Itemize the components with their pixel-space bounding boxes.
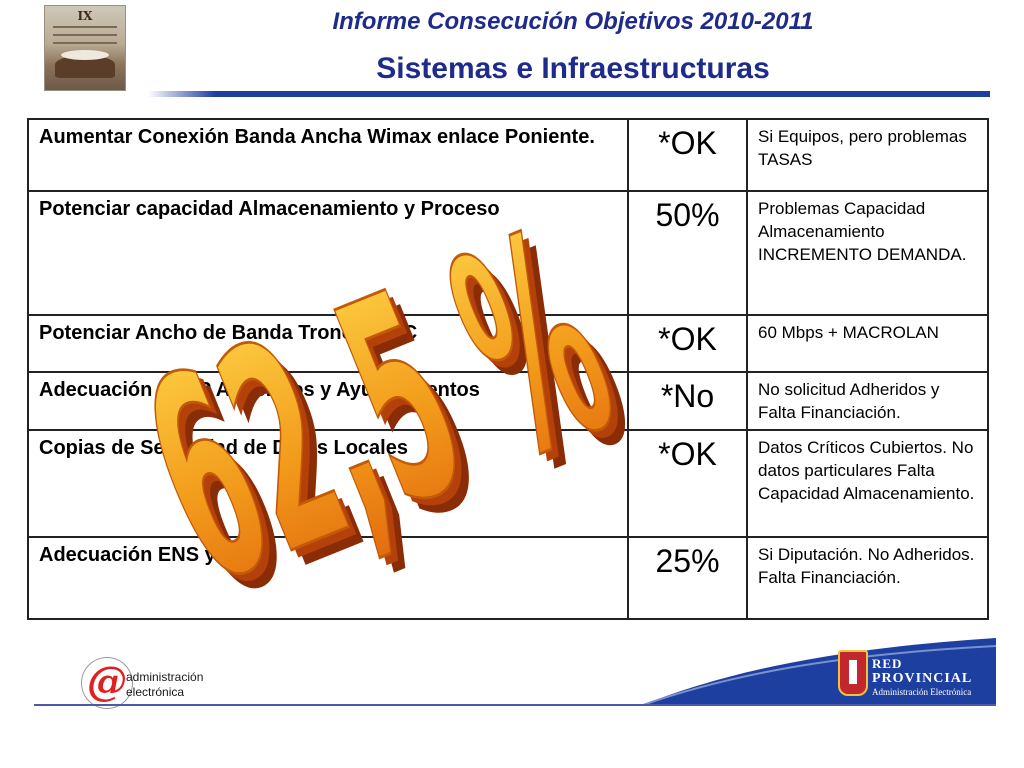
at-icon: @ [82,658,132,708]
table-row: Potenciar capacidad Almacenamiento y Pro… [27,190,989,316]
title-underline [148,91,990,97]
status-cell: *No [627,371,748,431]
notes-cell: 60 Mbps + MACROLAN [746,314,989,373]
notes-cell: Datos Críticos Cubiertos. No datos parti… [746,429,989,538]
page-title: Informe Consecución Objetivos 2010-2011 [332,8,814,35]
table-row: Aumentar Conexión Banda Ancha Wimax enla… [27,118,989,192]
table-row: Adecuación ENS y ENI 25% Si Diputación. … [27,536,989,620]
footer-divider [34,704,996,706]
thumbnail-line [53,34,117,36]
rp-logo-text: RED [872,656,903,671]
status-cell: *OK [627,429,748,538]
notes-cell: Si Diputación. No Adheridos. Falta Finan… [746,536,989,620]
administracion-electronica-logo: @ administración electrónica [82,658,222,708]
thumbnail-line [53,26,117,28]
objective-cell: Adecuación ENS y ENI [27,536,629,620]
rp-logo-text: PROVINCIAL [872,671,973,686]
ae-logo-text: administración [126,670,204,684]
coat-of-arms-icon [838,650,868,696]
thumbnail-object [61,50,109,60]
ae-logo-text: electrónica [126,685,185,699]
table-row: Adecuación LPDP Adheridos y Ayuntamiento… [27,371,989,431]
page-subtitle: Sistemas e Infraestructuras [376,52,770,85]
objective-cell: Aumentar Conexión Banda Ancha Wimax enla… [27,118,629,192]
objective-cell: Adecuación LPDP Adheridos y Ayuntamiento… [27,371,629,431]
status-cell: *OK [627,314,748,373]
table-row: Copias de Seguridad de Datos Locales *OK… [27,429,989,538]
thumbnail-label: IX [77,9,93,23]
notes-cell: Problemas Capacidad Almacenamiento INCRE… [746,190,989,316]
conference-poster-thumbnail: IX [44,5,126,91]
status-cell: 25% [627,536,748,620]
status-cell: *OK [627,118,748,192]
notes-cell: Si Equipos, pero problemas TASAS [746,118,989,192]
thumbnail-line [53,42,117,44]
red-provincial-swoosh [640,638,996,706]
notes-cell: No solicitud Adheridos y Falta Financiac… [746,371,989,431]
objective-cell: Potenciar capacidad Almacenamiento y Pro… [27,190,629,316]
status-cell: 50% [627,190,748,316]
rp-logo-text: Administración Electrónica [872,687,972,697]
objective-cell: Potenciar Ancho de Banda Troncal RPC [27,314,629,373]
thumbnail-object [55,56,115,78]
objective-cell: Copias de Seguridad de Datos Locales [27,429,629,538]
objectives-table: Aumentar Conexión Banda Ancha Wimax enla… [27,118,989,620]
table-row: Potenciar Ancho de Banda Troncal RPC *OK… [27,314,989,373]
